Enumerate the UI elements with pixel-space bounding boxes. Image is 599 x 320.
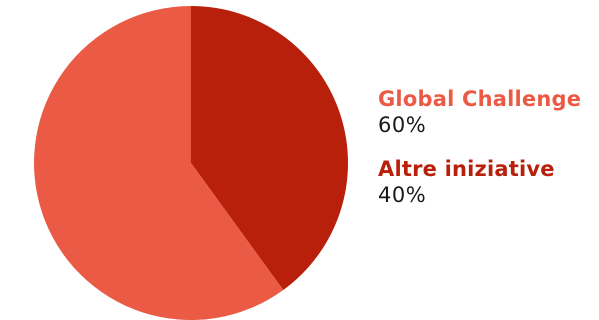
legend-entry-altre-iniziative: Altre iniziative 40% bbox=[378, 156, 581, 208]
pie-chart bbox=[34, 6, 349, 320]
pie-slice-global-challenge bbox=[34, 6, 284, 320]
legend-value-global-challenge: 60% bbox=[378, 113, 427, 137]
legend-label-altre-iniziative: Altre iniziative bbox=[378, 157, 555, 181]
pie-slice-altre-iniziative bbox=[191, 6, 349, 291]
legend-value-altre-iniziative: 40% bbox=[378, 183, 427, 207]
chart-legend: Global Challenge 60% Altre iniziative 40… bbox=[378, 86, 581, 226]
legend-entry-global-challenge: Global Challenge 60% bbox=[378, 86, 581, 138]
pie-slices bbox=[34, 6, 349, 320]
legend-label-global-challenge: Global Challenge bbox=[378, 87, 582, 111]
